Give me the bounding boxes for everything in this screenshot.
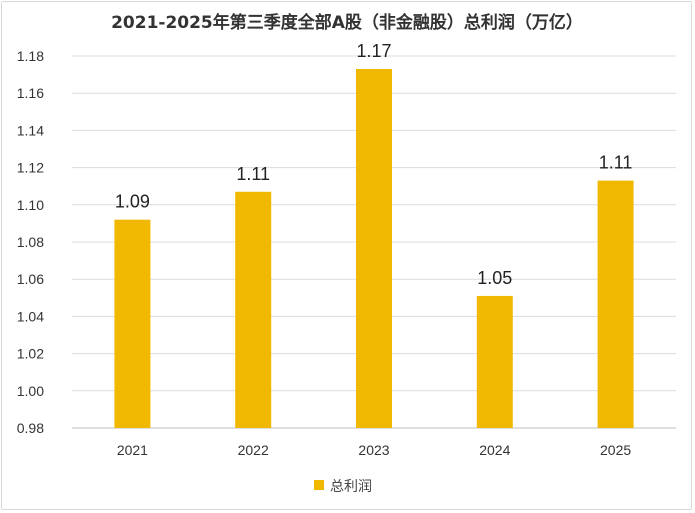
data-label: 1.09 — [115, 192, 150, 212]
y-tick-label: 1.16 — [17, 85, 44, 101]
x-tick-label: 2025 — [600, 442, 631, 458]
y-tick-label: 1.08 — [17, 234, 44, 250]
legend: 总利润 — [314, 479, 372, 495]
legend-label: 总利润 — [330, 479, 372, 495]
data-label: 1.11 — [599, 153, 633, 173]
y-tick-label: 1.00 — [17, 383, 44, 399]
y-axis-ticks: 0.98 1.00 1.02 1.04 1.06 1.08 1.10 1.12 1.14 1.16… — [17, 48, 44, 436]
data-label: 1.17 — [356, 41, 391, 61]
chart-title: 2021-2025年第三季度全部A股（非金融股）总利润（万亿） — [111, 12, 583, 33]
bar — [235, 191, 272, 428]
x-tick-label: 2024 — [479, 442, 510, 458]
x-tick-label: 2023 — [358, 442, 389, 458]
y-tick-label: 1.14 — [17, 122, 44, 138]
y-tick-label: 1.12 — [17, 160, 44, 176]
data-label: 1.05 — [477, 268, 512, 288]
x-tick-label: 2022 — [238, 442, 269, 458]
y-tick-label: 1.18 — [17, 48, 44, 64]
data-label: 1.11 — [236, 164, 270, 184]
bar — [356, 69, 392, 429]
legend-swatch — [314, 480, 324, 490]
y-tick-label: 1.02 — [17, 346, 44, 362]
x-axis-ticks: 2021 2022 2023 2024 2025 — [117, 442, 632, 458]
y-tick-label: 1.06 — [17, 271, 44, 287]
y-tick-label: 0.98 — [17, 420, 44, 436]
y-tick-label: 1.10 — [17, 197, 44, 213]
x-tick-label: 2021 — [117, 442, 148, 458]
bar — [476, 295, 513, 428]
bar — [114, 219, 151, 428]
bars: 1.09 1.11 1.17 1.05 1.11 — [114, 41, 634, 429]
y-tick-label: 1.04 — [17, 308, 44, 324]
bar — [597, 180, 634, 428]
